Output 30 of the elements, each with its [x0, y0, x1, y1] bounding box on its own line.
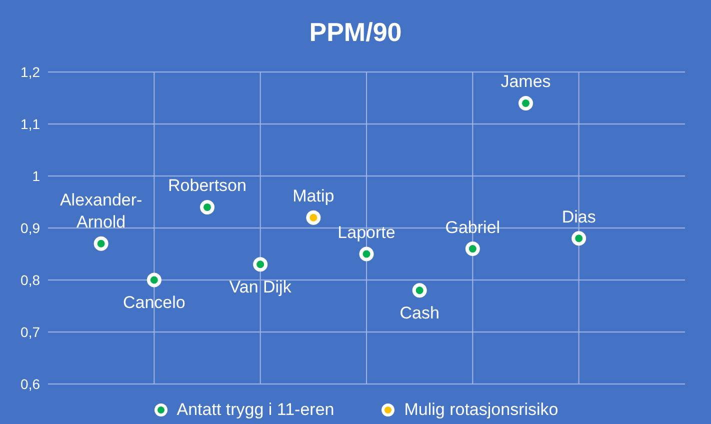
- point: [572, 231, 586, 246]
- data-label: Van Dijk: [229, 277, 292, 296]
- point: [253, 257, 268, 272]
- point: [412, 283, 427, 298]
- y-tick-label: 1,2: [20, 64, 40, 80]
- point: [359, 246, 374, 262]
- data-label: Alexander-Arnold: [60, 190, 142, 232]
- y-tick-label: 1: [32, 168, 40, 184]
- data-label: Gabriel: [445, 218, 500, 237]
- point: [465, 242, 480, 256]
- point: [518, 96, 533, 110]
- data-label: Cash: [400, 303, 440, 322]
- legend-label: Mulig rotasjonsrisiko: [404, 400, 558, 420]
- data-label: Laporte: [338, 223, 396, 242]
- data-label: Matip: [292, 186, 334, 206]
- y-tick-label: 0,8: [20, 272, 40, 288]
- point: [306, 210, 321, 225]
- data-label: Dias: [562, 207, 596, 226]
- data-label: Cancelo: [122, 293, 186, 312]
- y-tick-label: 0,6: [20, 376, 40, 392]
- data-label: Robertson: [168, 176, 246, 196]
- legend-label: Antatt trygg i 11-eren: [176, 400, 334, 420]
- point: [200, 200, 214, 214]
- y-tick-label: 1,1: [20, 116, 40, 132]
- data-label: James: [500, 72, 551, 92]
- y-tick-label: 0,7: [20, 324, 40, 340]
- point: [94, 236, 108, 251]
- chart-title: PPM/90: [308, 16, 403, 49]
- point: [146, 272, 162, 288]
- y-tick-label: 0,9: [20, 220, 40, 236]
